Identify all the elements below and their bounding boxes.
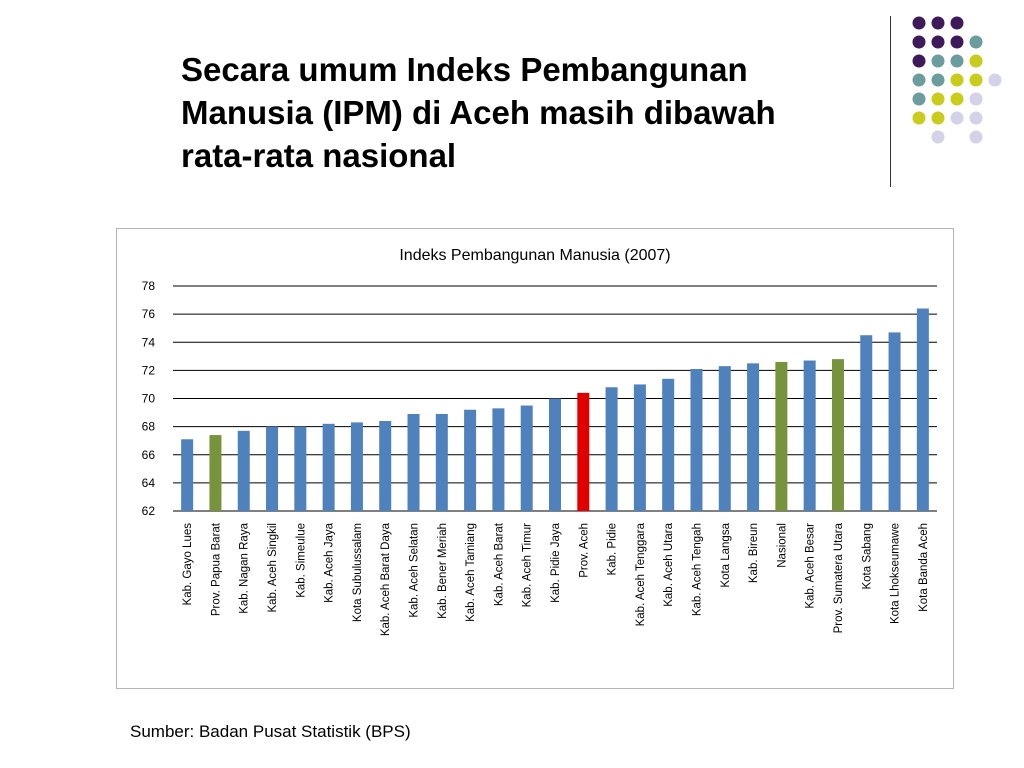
teal-dot	[950, 54, 964, 68]
bar	[237, 430, 250, 511]
x-tick-label: Kab. Aceh Tengah	[691, 523, 703, 616]
yellow-dot	[950, 92, 964, 106]
x-tick-label: Kab. Nagan Raya	[239, 522, 251, 613]
slide-title-line: Secara umum Indeks Pembangunan	[181, 51, 748, 88]
bar	[605, 387, 618, 511]
slide-title: Secara umum Indeks Pembangunan Manusia (…	[181, 48, 901, 177]
x-tick-label: Kab. Aceh Selatan	[409, 523, 421, 618]
purple-dot	[950, 35, 964, 49]
bar	[803, 360, 816, 511]
bar	[322, 423, 335, 511]
bar	[350, 422, 363, 511]
yellow-dot	[969, 73, 983, 87]
lavender-dot	[988, 73, 1002, 87]
y-tick-label: 68	[142, 420, 156, 434]
bar	[633, 384, 646, 511]
bar	[266, 426, 279, 511]
purple-dot	[912, 16, 926, 30]
x-tick-label: Kota Subulussalam	[352, 523, 364, 622]
bar	[492, 408, 505, 511]
y-tick-label: 64	[142, 476, 156, 490]
x-tick-label: Kab. Aceh Singkil	[267, 523, 279, 613]
x-tick-label: Kab. Aceh Utara	[663, 522, 675, 606]
x-tick-label: Nasional	[776, 523, 788, 568]
x-tick-label: Kab. Bener Meriah	[437, 523, 449, 619]
bar	[916, 308, 929, 511]
teal-dot	[912, 92, 926, 106]
chart-frame: Indeks Pembangunan Manusia (2007) 62 64 66…	[116, 228, 954, 689]
x-tick-label: Kab. Aceh Barat	[493, 522, 505, 606]
lavender-dot	[969, 111, 983, 125]
y-tick-label: 76	[142, 307, 156, 321]
purple-dot	[912, 54, 926, 68]
y-tick-label: 78	[142, 279, 156, 293]
x-tick-label: Kab. Aceh Jaya	[324, 522, 336, 603]
source-note: Sumber: Badan Pusat Statistik (BPS)	[130, 722, 411, 741]
bar	[747, 363, 760, 511]
yellow-dot	[912, 111, 926, 125]
x-tick-label: Kab. Gayo Lues	[182, 523, 194, 606]
y-tick-label: 62	[142, 504, 156, 518]
bar	[860, 335, 873, 511]
bar	[831, 359, 844, 511]
x-tick-label: Kab. Aceh Tamiang	[465, 523, 477, 622]
bar	[775, 361, 788, 511]
title-divider-line	[890, 16, 891, 187]
bar	[294, 426, 307, 511]
purple-dot	[912, 35, 926, 49]
yellow-dot	[969, 54, 983, 68]
x-tick-label: Kab. Aceh Barat Daya	[380, 522, 392, 636]
slide-title-line: rata-rata nasional	[181, 137, 457, 174]
teal-dot	[912, 73, 926, 87]
teal-dot	[969, 35, 983, 49]
x-tick-label: Kab. Aceh Besar	[805, 523, 817, 609]
teal-dot	[931, 54, 945, 68]
y-tick-label: 66	[142, 448, 156, 462]
yellow-dot	[931, 111, 945, 125]
x-tick-label: Prov. Aceh	[578, 523, 590, 578]
x-tick-label: Kab. Simeulue	[295, 523, 307, 598]
x-tick-label: Kab. Aceh Tenggara	[635, 522, 647, 626]
bar	[407, 413, 420, 511]
x-tick-label: Kota Langsa	[720, 522, 732, 587]
lavender-dot	[931, 130, 945, 144]
purple-dot	[931, 16, 945, 30]
yellow-dot	[931, 92, 945, 106]
x-tick-label: Prov. Sumatera Utara	[833, 522, 845, 633]
bar	[577, 392, 590, 511]
x-tick-label: Kab. Bireun	[748, 523, 760, 583]
bar	[888, 332, 901, 511]
bar	[379, 421, 392, 511]
bar	[181, 439, 194, 511]
bar	[662, 378, 675, 511]
x-tick-label: Prov. Papua Barat	[210, 522, 222, 616]
x-tick-label: Kota Lhokseumawe	[890, 523, 902, 624]
lavender-dot	[950, 111, 964, 125]
bar	[520, 405, 533, 511]
x-tick-label: Kota Sabang	[861, 523, 873, 590]
teal-dot	[931, 73, 945, 87]
x-tick-label: Kab. Aceh Timur	[522, 523, 534, 608]
x-tick-label: Kota Banda Aceh	[918, 523, 930, 612]
lavender-dot	[969, 130, 983, 144]
chart-title: Indeks Pembangunan Manusia (2007)	[399, 247, 670, 264]
lavender-dot	[969, 92, 983, 106]
bar	[435, 413, 448, 511]
purple-dot	[931, 35, 945, 49]
x-tick-label: Kab. Pidie	[607, 523, 619, 575]
bar	[690, 368, 703, 511]
ipm-bar-chart: Indeks Pembangunan Manusia (2007) 62 64 66…	[142, 247, 937, 636]
y-tick-label: 74	[142, 335, 156, 349]
slide-title-line: Manusia (IPM) di Aceh masih dibawah	[181, 94, 776, 131]
bar	[549, 398, 561, 511]
y-tick-label: 72	[142, 363, 156, 377]
y-tick-label: 70	[142, 392, 156, 406]
bar	[718, 366, 731, 511]
purple-dot	[950, 16, 964, 30]
yellow-dot	[950, 73, 964, 87]
bar	[464, 409, 477, 511]
x-tick-label: Kab. Pidie Jaya	[550, 522, 562, 603]
bar	[209, 435, 222, 511]
